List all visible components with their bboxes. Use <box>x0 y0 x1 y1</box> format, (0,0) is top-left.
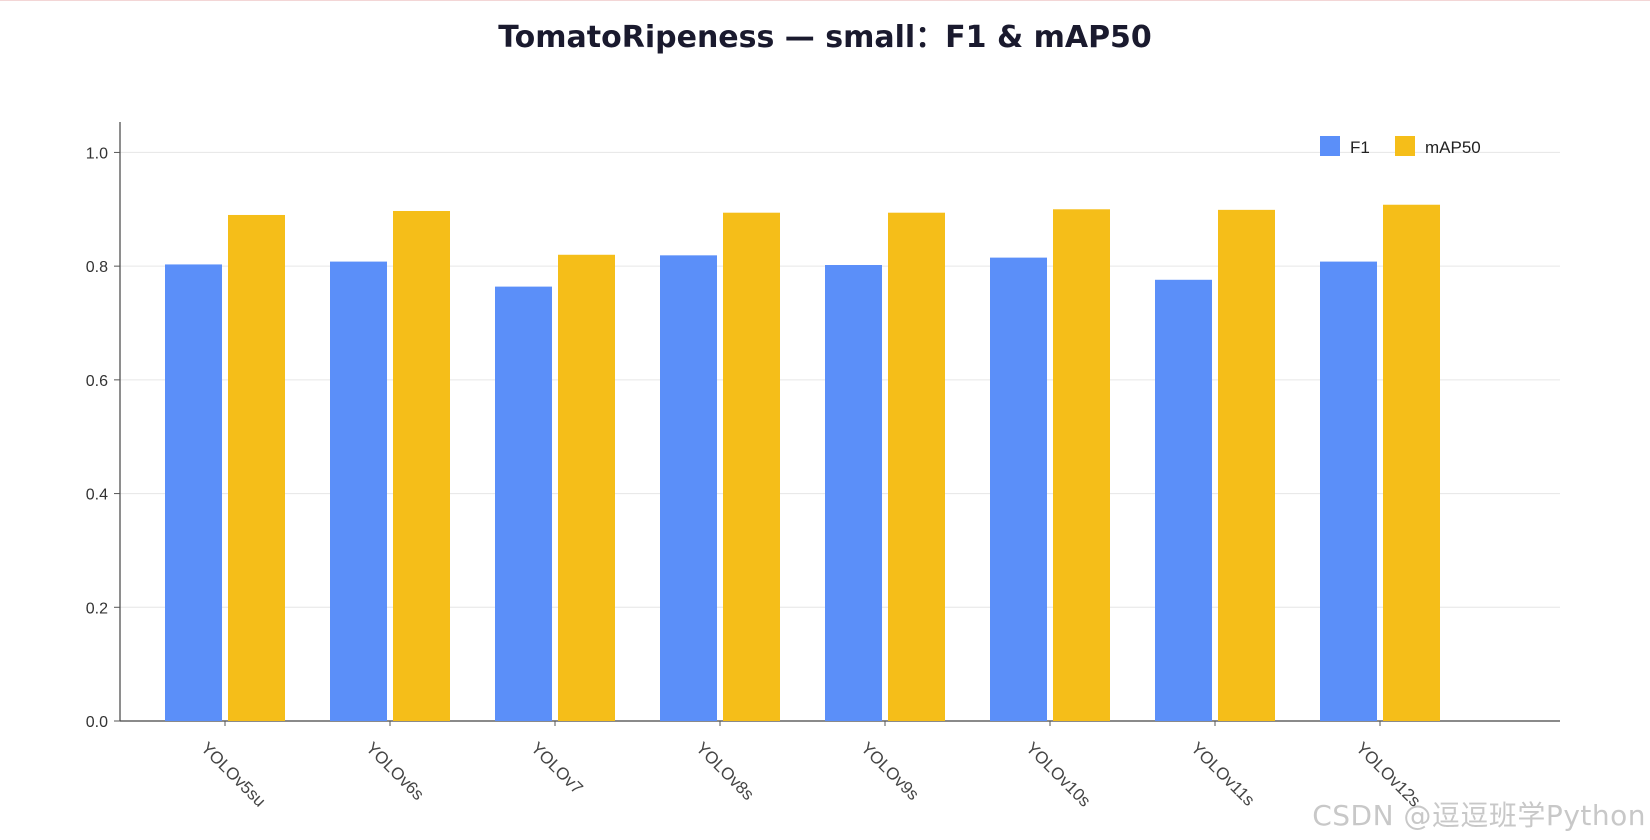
top-divider <box>0 0 1650 1</box>
bar-f1-yolov10s <box>990 257 1047 721</box>
x-tick-label: YOLOv7 <box>527 738 587 798</box>
x-tick-label: YOLOv10s <box>1022 738 1094 810</box>
y-tick-label: 0.6 <box>86 373 108 390</box>
bar-map50-yolov10s <box>1053 209 1110 722</box>
legend[interactable]: F1 mAP50 <box>1320 136 1481 157</box>
bar-map50-yolov12s <box>1383 204 1440 722</box>
y-axis-ticks: 0.0 0.2 0.4 0.6 0.8 1.0 <box>86 145 120 731</box>
y-tick-label: 1.0 <box>86 145 108 162</box>
x-tick-label: YOLOv9s <box>857 738 923 804</box>
legend-swatch-map50[interactable] <box>1395 136 1415 156</box>
x-tick-label: YOLOv8s <box>692 738 758 804</box>
legend-label-f1[interactable]: F1 <box>1350 138 1370 157</box>
bar-f1-yolov9s <box>825 265 882 721</box>
bar-f1-yolov8s <box>660 255 717 721</box>
bar-f1-yolov5su <box>165 264 222 721</box>
bar-f1-yolov7 <box>495 286 552 721</box>
bar-map50-yolov11s <box>1218 209 1275 721</box>
bar-map50-yolov9s <box>888 212 945 721</box>
legend-label-map50[interactable]: mAP50 <box>1425 138 1481 157</box>
bar-f1-yolov11s <box>1155 279 1212 721</box>
y-tick-label: 0.4 <box>86 487 108 504</box>
x-tick-label: YOLOv11s <box>1187 738 1258 809</box>
y-tick-label: 0.8 <box>86 259 108 276</box>
bars <box>165 204 1440 722</box>
x-tick-label: YOLOv5su <box>197 738 269 810</box>
chart-title: TomatoRipeness — small：F1 & mAP50 <box>498 20 1152 55</box>
bar-f1-yolov12s <box>1320 261 1377 721</box>
x-axis-ticks: YOLOv5su YOLOv6s YOLOv7 YOLOv8s YOLOv9s YOLOv… <box>197 721 1424 811</box>
bar-map50-yolov6s <box>393 210 450 721</box>
bar-map50-yolov8s <box>723 212 780 721</box>
legend-swatch-f1[interactable] <box>1320 136 1340 156</box>
bar-map50-yolov5su <box>228 214 285 721</box>
y-tick-label: 0.2 <box>86 600 108 617</box>
bar-f1-yolov6s <box>330 261 387 721</box>
x-tick-label: YOLOv6s <box>362 738 428 804</box>
bar-map50-yolov7 <box>558 254 615 721</box>
watermark: CSDN @逗逗班学Python <box>1312 799 1646 832</box>
y-tick-label: 0.0 <box>86 714 108 731</box>
